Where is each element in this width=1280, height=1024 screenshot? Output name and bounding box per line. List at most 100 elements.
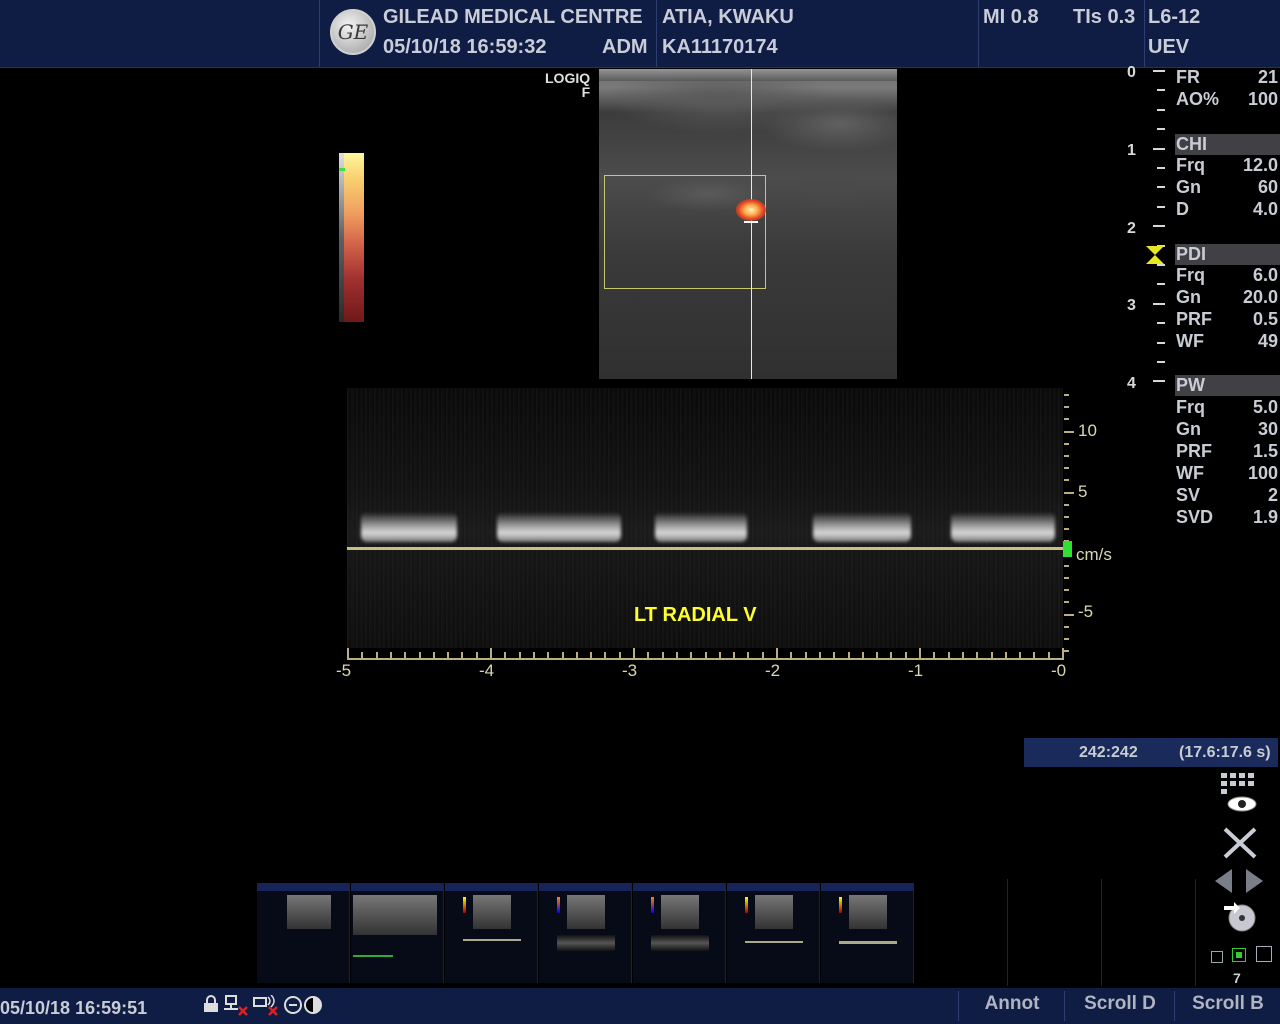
- time-tick-label: -3: [622, 661, 638, 680]
- softkey-scroll-d[interactable]: Scroll D: [1064, 991, 1175, 1021]
- right-arrow-icon[interactable]: [1242, 868, 1266, 894]
- scale-tick: [1153, 70, 1165, 72]
- scale-tick: [761, 652, 764, 659]
- param-pdi-wf: WF 49: [1176, 331, 1278, 351]
- scale-tick: [1064, 589, 1069, 592]
- scale-tick: [1064, 638, 1069, 640]
- thumbnail[interactable]: [539, 883, 632, 983]
- scale-tick: [1157, 264, 1165, 266]
- header-divider: [1144, 0, 1145, 67]
- page-indicator-box[interactable]: [1256, 946, 1272, 962]
- thumbnail[interactable]: [257, 883, 350, 983]
- vessel-annotation[interactable]: LT RADIAL V: [634, 604, 757, 626]
- scale-tick: [1064, 491, 1074, 494]
- scale-tick: [604, 652, 607, 659]
- sample-volume-gate[interactable]: [744, 221, 758, 223]
- flow-waveform: [361, 512, 457, 542]
- scale-tick: [947, 652, 950, 659]
- scale-tick: [418, 652, 421, 659]
- scale-tick: [961, 652, 964, 659]
- thumbnail-slot-empty: [1009, 879, 1102, 986]
- left-arrow-icon[interactable]: [1212, 868, 1236, 894]
- time-tick-label: -4: [479, 661, 495, 680]
- pdi-section-title: PDI: [1175, 244, 1280, 265]
- scale-tick: [361, 652, 364, 659]
- softkey-scroll-b[interactable]: Scroll B: [1174, 991, 1280, 1021]
- thumbnail[interactable]: [821, 883, 914, 983]
- color-roi-box[interactable]: [604, 175, 766, 289]
- disc-export-icon[interactable]: [1222, 900, 1258, 934]
- focal-zone-marker[interactable]: [1145, 245, 1165, 265]
- scale-tick: [704, 652, 707, 659]
- param-chi-d: D 4.0: [1176, 199, 1278, 219]
- scale-tick: [861, 652, 864, 659]
- scale-tick: [1157, 128, 1165, 131]
- doppler-baseline[interactable]: [347, 547, 1063, 550]
- scale-tick: [1064, 418, 1069, 421]
- bmode-image[interactable]: [599, 69, 897, 379]
- cine-status-bar[interactable]: 242:242 (17.6:17.6 s): [1024, 738, 1278, 767]
- depth-label: 3: [1127, 297, 1136, 314]
- scale-tick: [1153, 380, 1165, 383]
- patient-name: ATIA, KWAKU: [662, 6, 794, 28]
- flow-waveform: [813, 512, 911, 542]
- header-divider: [656, 0, 657, 67]
- thumbnail[interactable]: [727, 883, 820, 983]
- time-tick-label: -5: [336, 661, 352, 680]
- spectral-doppler-display[interactable]: [347, 388, 1063, 648]
- doppler-cursor-line[interactable]: [751, 69, 752, 379]
- scale-tick: [1064, 394, 1069, 396]
- page-indicator-box-active[interactable]: [1232, 948, 1246, 962]
- thumbnail-slot-empty: [1103, 879, 1196, 986]
- scale-tick: [518, 652, 521, 659]
- grid-eye-icon[interactable]: [1220, 772, 1258, 814]
- scale-tick: [976, 652, 979, 659]
- velocity-unit: cm/s: [1076, 545, 1112, 564]
- scale-tick: [1004, 652, 1007, 659]
- scale-tick: [1064, 564, 1069, 567]
- cine-time: (17.6:17.6 s): [1179, 744, 1271, 761]
- page-indicator-box[interactable]: [1211, 951, 1223, 963]
- thumbnail[interactable]: [633, 883, 726, 983]
- scale-tick: [347, 648, 349, 660]
- scale-tick: [547, 652, 550, 659]
- time-tick-label: -2: [765, 661, 781, 680]
- institution-name: GILEAD MEDICAL CENTRE: [383, 6, 643, 28]
- scale-tick: [1157, 341, 1165, 344]
- scale-tick: [461, 652, 464, 659]
- exam-preset: UEV: [1148, 36, 1190, 58]
- scale-tick: [1157, 89, 1165, 92]
- param-pdi-prf: PRF 0.5: [1176, 309, 1278, 329]
- scale-tick: [1157, 167, 1165, 169]
- param-ao: AO% 100: [1176, 89, 1278, 109]
- scale-tick: [1064, 528, 1069, 531]
- param-pw-wf: WF 100: [1176, 463, 1278, 483]
- lock-icon: [202, 995, 220, 1018]
- thumbnail[interactable]: [445, 883, 538, 983]
- param-pw-svd: SVD 1.9: [1176, 507, 1278, 527]
- scale-tick: [647, 652, 650, 659]
- thumbnail-count: 7: [1233, 970, 1241, 986]
- skin-layer: [599, 69, 897, 81]
- scale-tick: [1019, 652, 1022, 659]
- softkey-annot[interactable]: Annot: [958, 991, 1065, 1021]
- scale-tick: [790, 652, 793, 659]
- thumbnail[interactable]: [351, 883, 444, 983]
- scale-tick: [833, 652, 836, 659]
- scale-tick: [1064, 406, 1069, 409]
- scale-tick: [504, 652, 507, 659]
- close-x-icon[interactable]: [1222, 826, 1258, 860]
- scale-tick: [1157, 283, 1165, 286]
- scale-tick: [847, 652, 850, 659]
- time-axis: [347, 658, 1063, 660]
- chi-section-title: CHI: [1175, 134, 1280, 155]
- system-clock: 05/10/18 16:59:51: [0, 998, 148, 1018]
- param-pw-gn: Gn 30: [1176, 419, 1278, 439]
- scale-tick: [1153, 302, 1165, 305]
- scale-tick: [661, 652, 664, 659]
- header-divider: [319, 0, 320, 67]
- wireless-icon: [252, 994, 280, 1022]
- scale-tick: [490, 648, 492, 660]
- scale-tick: [575, 652, 578, 659]
- scale-tick: [389, 652, 392, 659]
